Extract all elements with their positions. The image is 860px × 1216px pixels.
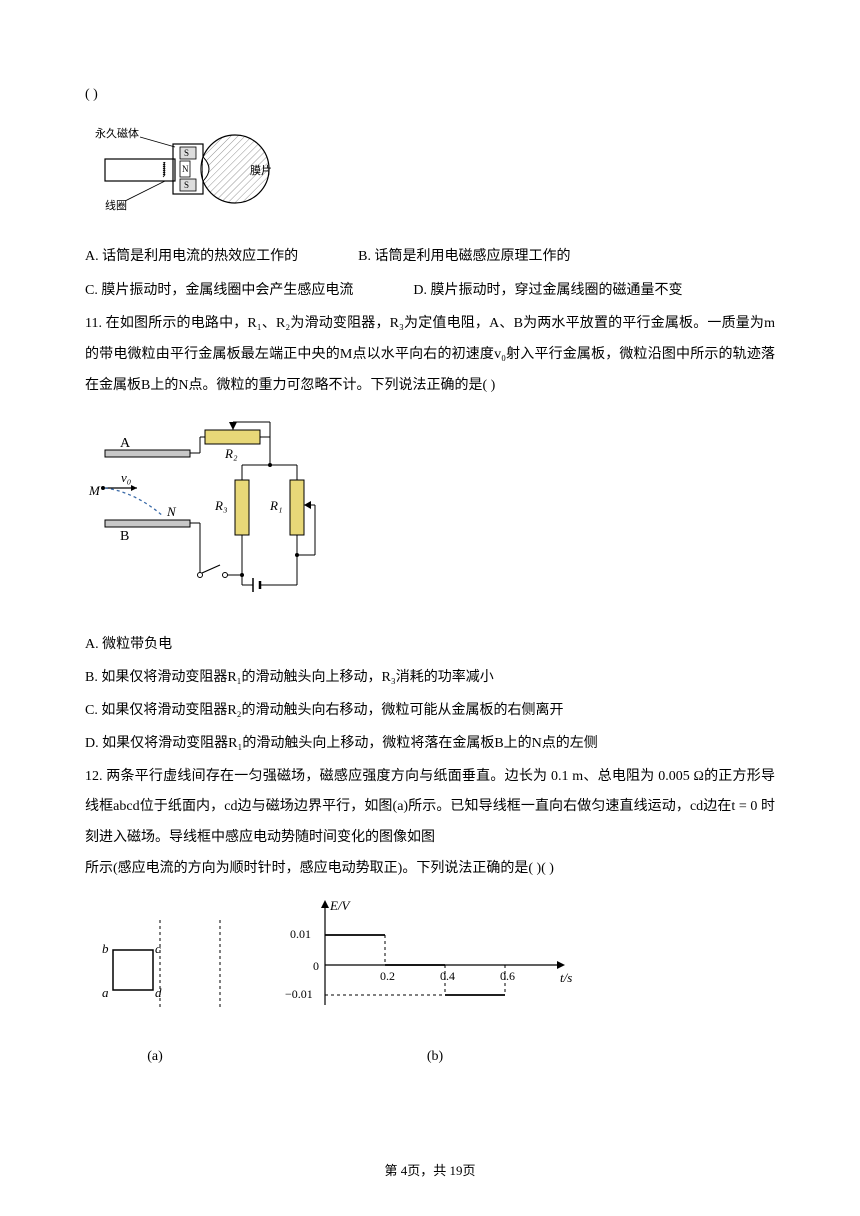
- plate-A: A: [120, 436, 131, 451]
- q10-figure: 永久磁体 线圈 膜片 S S N: [85, 119, 775, 232]
- q10-paren: ( ): [85, 80, 775, 111]
- q12-text2: 所示(感应电流的方向为顺时针时，感应电动势取正)。下列说法正确的是( )( ): [85, 854, 775, 885]
- q11-optC: C. 如果仅将滑动变阻器R₂的滑动触头向右移动，微粒可能从金属板的右侧离开: [85, 696, 775, 727]
- label-s1: S: [184, 148, 189, 158]
- ytick-neg: −0.01: [285, 987, 313, 1001]
- label-coil: 线圈: [105, 198, 127, 212]
- xtick-2: 0.4: [440, 969, 455, 983]
- label-n: N: [182, 164, 189, 174]
- lbl-c: c: [155, 941, 161, 956]
- q10-optC: C. 膜片振动时，金属线圈中会产生感应电流: [85, 276, 353, 307]
- q11-text: 11. 在如图所示的电路中，R₁、R₂为滑动变阻器，R₃为定值电阻，A、B为两水…: [85, 309, 775, 401]
- R1: R₁: [269, 498, 282, 513]
- ytick-pos: 0.01: [290, 927, 311, 941]
- q11-optB: B. 如果仅将滑动变阻器R₁的滑动触头向上移动，R₃消耗的功率减小: [85, 663, 775, 694]
- lbl-d: d: [155, 985, 162, 1000]
- xtick-1: 0.2: [380, 969, 395, 983]
- R3: R₃: [214, 498, 227, 513]
- q10-optA: A. 话筒是利用电流的热效应工作的: [85, 242, 298, 273]
- figB-label: (b): [285, 1042, 585, 1073]
- v0: v₀: [121, 470, 131, 485]
- ylabel: E/V: [329, 898, 352, 913]
- xtick-3: 0.6: [500, 969, 515, 983]
- figA-label: (a): [85, 1042, 225, 1073]
- microphone-diagram: 永久磁体 线圈 膜片 S S N: [85, 119, 285, 219]
- q10-optB: B. 话筒是利用电磁感应原理工作的: [358, 242, 570, 273]
- q11-optA: A. 微粒带负电: [85, 630, 775, 661]
- point-M: M: [88, 483, 101, 498]
- label-s2: S: [184, 180, 189, 190]
- lbl-a: a: [102, 985, 109, 1000]
- label-magnet: 永久磁体: [95, 126, 139, 140]
- ytick-0: 0: [313, 959, 319, 973]
- q12-figB: E/V t/s 0.01 0 −0.01 0.2 0.4 0.6 (b): [285, 895, 585, 1073]
- plate-B: B: [120, 529, 129, 544]
- point-N: N: [166, 504, 177, 519]
- q11-optD: D. 如果仅将滑动变阻器R₁的滑动触头向上移动，微粒将落在金属板B上的N点的左侧: [85, 729, 775, 760]
- q10-optD: D. 膜片振动时，穿过金属线圈的磁通量不变: [413, 276, 682, 307]
- R2: R₂: [224, 446, 238, 461]
- lbl-b: b: [102, 941, 109, 956]
- q12-figA: b c a d (a): [85, 915, 225, 1073]
- q12-text1: 12. 两条平行虚线间存在一匀强磁场，磁感应强度方向与纸面垂直。边长为 0.1 …: [85, 762, 775, 854]
- circuit-diagram: A B M v₀ N R₂ R₃ R₁: [85, 410, 355, 610]
- xlabel: t/s: [560, 970, 572, 985]
- q11-figure: A B M v₀ N R₂ R₃ R₁: [85, 410, 775, 623]
- page-footer: 第 4页，共 19页: [0, 1157, 860, 1186]
